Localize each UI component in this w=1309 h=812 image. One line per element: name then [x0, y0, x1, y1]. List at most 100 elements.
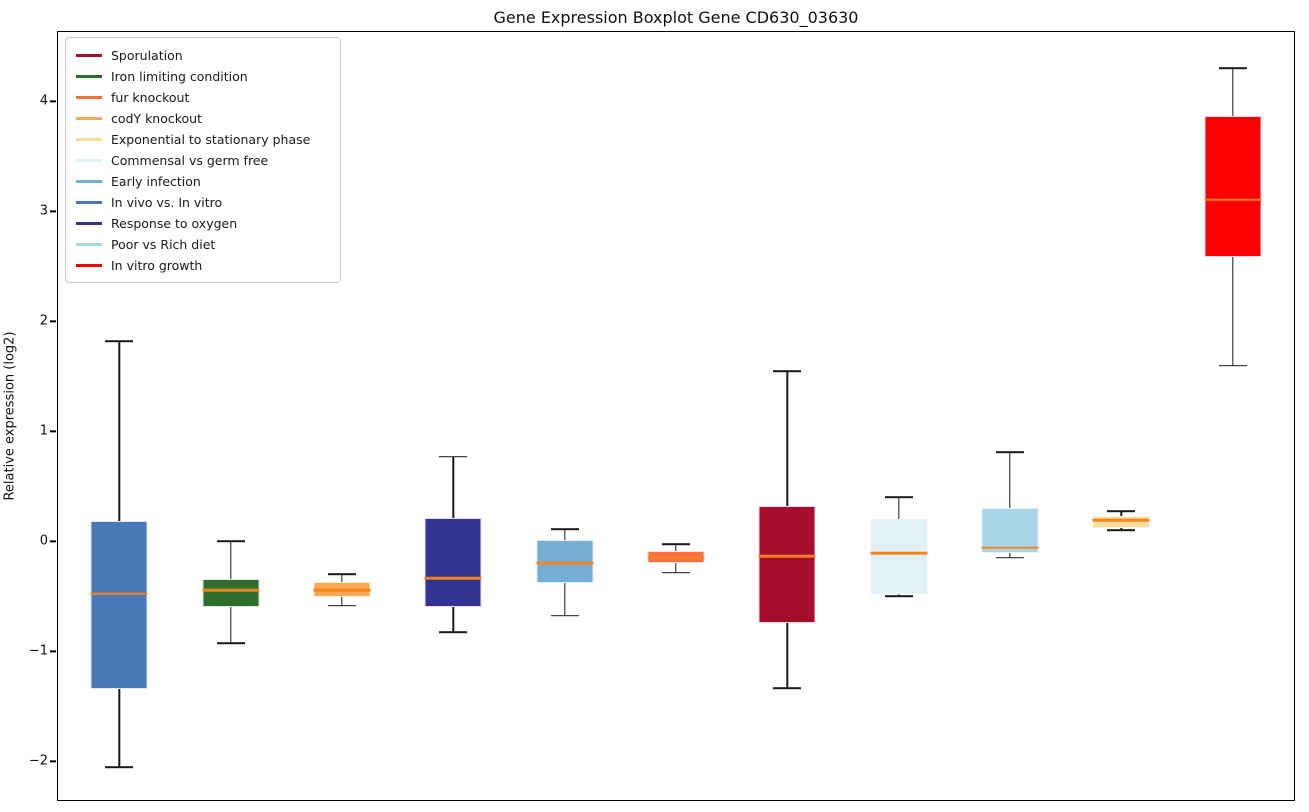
box: [90, 521, 148, 690]
y-tick-label: 2: [39, 313, 48, 329]
median-line: [870, 551, 928, 555]
legend-label: In vitro growth: [111, 258, 203, 273]
whisker-stem-upper: [897, 497, 900, 520]
median-line: [202, 589, 260, 592]
y-tick-mark: [50, 210, 56, 213]
legend-swatch: [76, 180, 102, 183]
whisker-stem-lower: [675, 563, 677, 573]
plot-area: [57, 31, 1295, 801]
y-tick-mark: [50, 320, 56, 323]
box: [202, 579, 260, 607]
whisker-stem-lower: [452, 606, 454, 633]
median-line: [313, 589, 371, 592]
median-line: [981, 546, 1039, 549]
whisker-stem-lower: [341, 597, 343, 606]
median-line: [90, 592, 148, 596]
whisker-cap-lower: [1107, 529, 1136, 531]
y-tick-mark: [50, 430, 56, 433]
whisker-cap-upper: [996, 451, 1025, 453]
whisker-cap-lower: [1218, 364, 1247, 367]
whisker-cap-lower: [216, 642, 245, 644]
y-tick-label: −2: [28, 753, 48, 769]
whisker-cap-lower: [550, 614, 579, 617]
whisker-cap-upper: [662, 543, 690, 546]
box: [870, 519, 928, 594]
whisker-stem-upper: [1232, 68, 1234, 117]
whisker-stem-lower: [563, 582, 566, 616]
box: [1204, 116, 1262, 257]
y-tick-mark: [50, 650, 56, 653]
median-line: [536, 561, 594, 565]
median-line: [1204, 198, 1262, 202]
whisker-cap-upper: [439, 455, 468, 458]
median-line: [758, 555, 816, 558]
y-tick-label: 4: [39, 93, 48, 109]
legend-label: Poor vs Rich diet: [111, 237, 216, 252]
whisker-cap-upper: [884, 496, 913, 498]
legend-swatch: [76, 222, 102, 225]
whisker-cap-upper: [773, 370, 802, 372]
whisker-stem-upper: [118, 341, 120, 522]
legend-item: In vitro growth: [76, 255, 330, 276]
legend-item: Sporulation: [76, 45, 330, 66]
legend-swatch: [76, 264, 102, 267]
whisker-cap-upper: [1218, 67, 1247, 69]
legend-item: Early infection: [76, 171, 330, 192]
whisker-stem-lower: [229, 606, 232, 644]
legend: Sporulation Iron limiting condition fur kn…: [65, 37, 341, 283]
legend-label: Response to oxygen: [111, 216, 238, 231]
whisker-stem-upper: [1009, 452, 1011, 509]
whisker-cap-lower: [996, 556, 1025, 559]
box: [981, 508, 1039, 554]
y-tick-label: 1: [39, 423, 48, 439]
legend-item: fur knockout: [76, 87, 330, 108]
whisker-stem-upper: [786, 371, 789, 506]
box: [536, 539, 594, 583]
legend-swatch: [76, 96, 102, 99]
whisker-cap-upper: [550, 528, 579, 530]
median-line: [1092, 518, 1150, 522]
whisker-stem-upper: [1120, 511, 1123, 516]
box: [424, 518, 482, 607]
whisker-cap-upper: [105, 340, 134, 343]
whisker-stem-upper: [563, 529, 566, 540]
y-tick-mark: [50, 100, 56, 103]
whisker-cap-lower: [327, 605, 356, 607]
whisker-stem-upper: [341, 573, 343, 582]
legend-label: Commensal vs germ free: [111, 153, 269, 168]
chart-title: Gene Expression Boxplot Gene CD630_03630: [493, 8, 859, 27]
legend-item: Commensal vs germ free: [76, 150, 330, 171]
whisker-cap-lower: [439, 631, 468, 633]
whisker-cap-lower: [105, 766, 134, 768]
legend-swatch: [76, 243, 102, 246]
box: [1092, 515, 1150, 528]
whisker-cap-lower: [662, 572, 690, 574]
legend-label: Exponential to stationary phase: [111, 132, 311, 147]
legend-label: Early infection: [111, 174, 201, 189]
legend-label: fur knockout: [111, 90, 190, 105]
legend-label: Iron limiting condition: [111, 69, 248, 84]
legend-item: Response to oxygen: [76, 213, 330, 234]
y-tick-mark: [50, 760, 56, 763]
whisker-cap-upper: [327, 573, 356, 575]
whisker-stem-lower: [1009, 553, 1011, 558]
y-tick-mark: [50, 540, 56, 543]
legend-swatch: [76, 117, 102, 120]
whisker-cap-upper: [1107, 510, 1136, 513]
whisker-cap-lower: [773, 687, 802, 689]
box: [758, 505, 816, 624]
legend-label: codY knockout: [111, 111, 203, 126]
legend-label: In vivo vs. In vitro: [111, 195, 223, 210]
legend-swatch: [76, 138, 102, 141]
y-tick-label: −1: [28, 643, 48, 659]
legend-swatch: [76, 201, 102, 204]
legend-item: In vivo vs. In vitro: [76, 192, 330, 213]
y-axis-label: Relative expression (log2): [2, 331, 18, 501]
legend-swatch: [76, 54, 102, 57]
median-line: [424, 577, 482, 580]
legend-item: Poor vs Rich diet: [76, 234, 330, 255]
legend-item: codY knockout: [76, 108, 330, 129]
legend-label: Sporulation: [111, 48, 183, 63]
whisker-cap-lower: [884, 595, 913, 597]
